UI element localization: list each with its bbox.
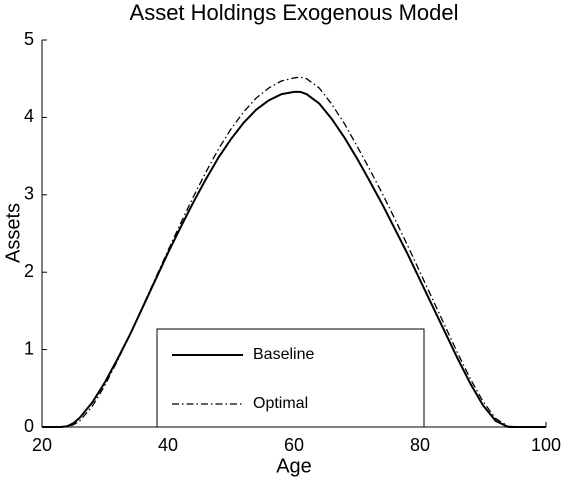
y-tick-label: 0 [24,416,34,436]
x-tick-label: 60 [284,435,304,455]
x-axis-label: Age [276,455,312,477]
legend-label: Optimal [253,395,308,412]
y-axis-label: Assets [2,203,24,263]
y-tick-label: 5 [24,29,34,49]
y-tick-label: 2 [24,261,34,281]
legend-box [156,328,425,428]
y-tick-label: 1 [24,338,34,358]
y-tick-label: 4 [24,106,34,126]
chart-title: Asset Holdings Exogenous Model [130,0,459,25]
x-tick-label: 80 [410,435,430,455]
x-tick-label: 20 [32,435,52,455]
series-line [42,90,546,428]
series-line [42,76,546,428]
x-tick-label: 40 [158,435,178,455]
x-tick-label: 100 [531,435,561,455]
y-tick-label: 3 [24,184,34,204]
legend-label: Baseline [253,346,314,363]
